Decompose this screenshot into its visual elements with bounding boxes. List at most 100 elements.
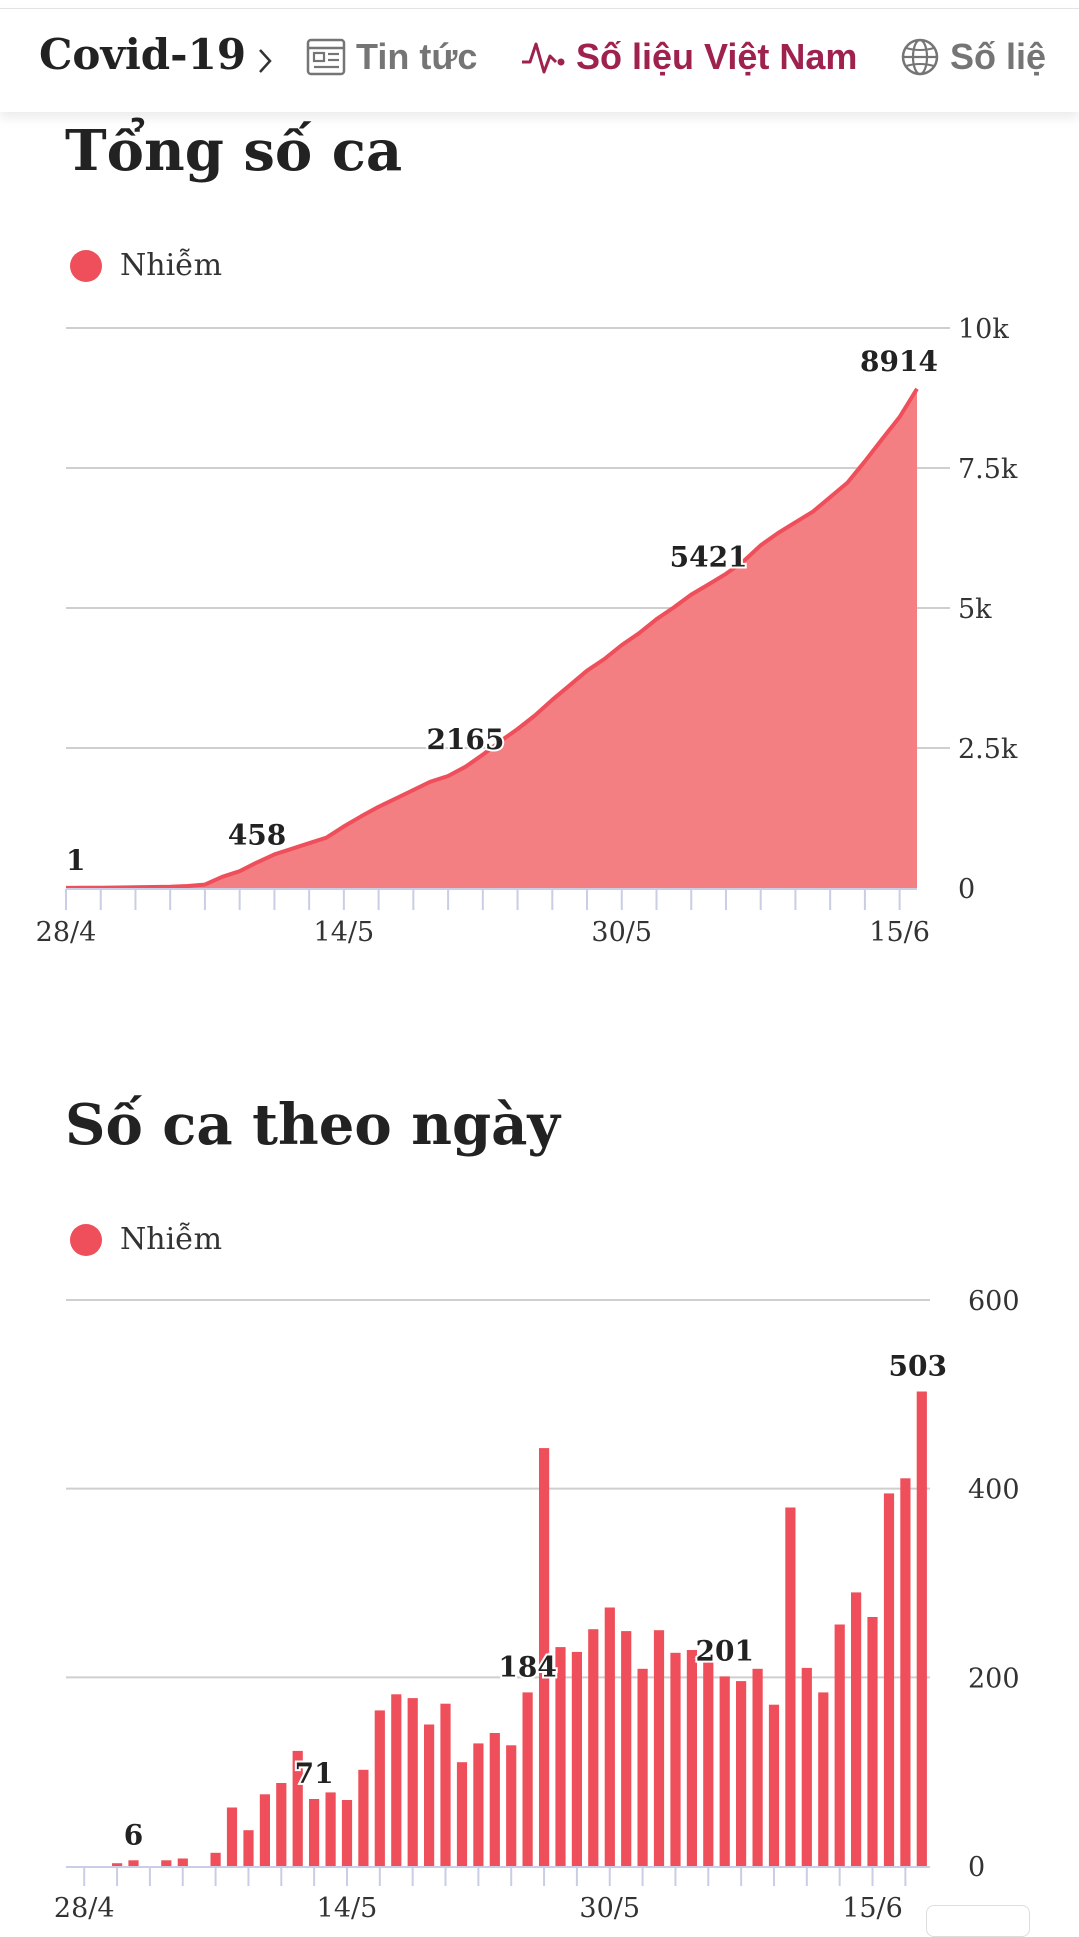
top-border-line: [0, 8, 1079, 9]
y-tick-label: 200: [968, 1663, 1020, 1694]
bar: [292, 1750, 303, 1866]
data-label: 5421: [670, 540, 748, 573]
bar: [686, 1650, 697, 1866]
bar: [867, 1617, 878, 1866]
tab-so-lieu-the-gioi[interactable]: Số liệ: [900, 36, 1046, 78]
daily-cases-bar-chart: 0 200 400 600 28/4 14/5 30/5 15/6 6 71 184 201 503: [54, 1286, 1020, 1924]
bar: [736, 1681, 747, 1866]
bar: [555, 1647, 566, 1866]
bar: [341, 1800, 353, 1866]
bar: [259, 1794, 270, 1866]
x-tick-label: 14/5: [317, 1893, 378, 1924]
bar: [916, 1391, 927, 1866]
y-tick-label: 2.5k: [958, 734, 1018, 765]
bar: [128, 1860, 139, 1866]
bar: [391, 1694, 402, 1866]
pulse-icon: [522, 42, 565, 74]
y-tick-label: 0: [968, 1852, 985, 1883]
data-label: 503: [889, 1350, 947, 1383]
bar: [588, 1629, 599, 1866]
bar: [653, 1630, 665, 1866]
bar: [571, 1651, 582, 1866]
scroll-to-top-button[interactable]: [926, 1905, 1030, 1937]
bar: [801, 1667, 812, 1866]
x-tick-label: 30/5: [579, 1893, 640, 1924]
data-label: 71: [295, 1757, 334, 1790]
data-label: 184: [498, 1650, 556, 1683]
bar: [522, 1692, 533, 1866]
legend-dot: [70, 1223, 102, 1256]
bar: [621, 1631, 632, 1866]
legend-label: Nhiễm: [120, 1222, 223, 1257]
y-tick-label: 400: [968, 1475, 1020, 1506]
bar: [719, 1676, 730, 1866]
bar: [637, 1668, 648, 1866]
bar: [883, 1493, 895, 1866]
chevron-right-icon: [259, 49, 272, 73]
bar: [177, 1858, 188, 1866]
data-label: 201: [695, 1634, 753, 1667]
y-tick-label: 7.5k: [958, 454, 1018, 485]
section-title-so-ca-theo-ngay: Số ca theo ngày: [65, 1092, 560, 1158]
bar: [506, 1745, 517, 1866]
cumulative-cases-area-chart: 0 2.5k 5k 7.5k 10k 28/4 14/5 30/5 15/6 1 458 2165 54…: [36, 314, 1018, 948]
news-icon: [306, 38, 346, 76]
tab-label: Tin tức: [356, 36, 478, 77]
area-fill: [66, 388, 917, 888]
bar: [440, 1703, 451, 1866]
bar: [818, 1692, 829, 1866]
bar: [851, 1592, 862, 1866]
breadcrumb-covid-19[interactable]: Covid-19: [39, 30, 247, 79]
x-tick-label: 30/5: [591, 917, 652, 948]
y-tick-label: 600: [968, 1286, 1020, 1317]
x-tick-label: 28/4: [36, 917, 97, 948]
y-tick-label: 10k: [958, 314, 1009, 345]
x-tick-label: 28/4: [54, 1893, 115, 1924]
bar: [703, 1660, 714, 1866]
bar: [489, 1733, 500, 1866]
bar: [456, 1762, 468, 1866]
tab-label: Số liệ: [950, 36, 1047, 77]
bar: [226, 1807, 238, 1866]
data-label: 458: [228, 818, 286, 851]
x-tick-label: 15/6: [842, 1893, 903, 1924]
bar: [785, 1507, 796, 1866]
bar: [243, 1830, 254, 1866]
bar: [900, 1478, 911, 1866]
bar: [358, 1769, 369, 1866]
data-label: 8914: [860, 345, 938, 378]
bar: [768, 1704, 780, 1866]
bar: [309, 1799, 320, 1866]
section-title-tong-so-ca: Tổng số ca: [65, 118, 403, 184]
top-navigation-bar: Covid-19 Tin tức Số liệu Việt Nam Số liệ: [0, 8, 1079, 112]
tab-so-lieu-viet-nam[interactable]: Số liệu Việt Nam: [520, 36, 857, 78]
tab-label: Số liệu Việt Nam: [576, 36, 858, 77]
series-line: [65, 387, 919, 890]
bar: [374, 1710, 385, 1866]
data-label: 6: [124, 1818, 143, 1851]
bar: [210, 1852, 221, 1866]
bar: [161, 1860, 172, 1866]
y-tick-label: 0: [958, 874, 975, 905]
legend-dot: [70, 249, 102, 282]
bar: [604, 1607, 615, 1866]
bar: [276, 1783, 287, 1866]
x-tick-label: 15/6: [869, 917, 930, 948]
legend-cumulative[interactable]: Nhiễm: [70, 248, 222, 283]
tab-tin-tuc[interactable]: Tin tức: [306, 36, 477, 78]
bar: [407, 1698, 418, 1866]
bar: [325, 1792, 336, 1866]
data-label: 2165: [426, 723, 504, 756]
legend-label: Nhiễm: [120, 248, 223, 283]
globe-icon: [901, 38, 939, 76]
x-tick-label: 14/5: [314, 917, 375, 948]
y-tick-label: 5k: [958, 594, 992, 625]
bar: [834, 1624, 845, 1866]
bar: [424, 1724, 435, 1866]
legend-daily[interactable]: Nhiễm: [70, 1222, 222, 1257]
bar: [473, 1743, 484, 1866]
bar: [752, 1668, 763, 1866]
bar: [670, 1652, 681, 1866]
bar: [539, 1448, 550, 1866]
bar: [112, 1863, 123, 1866]
